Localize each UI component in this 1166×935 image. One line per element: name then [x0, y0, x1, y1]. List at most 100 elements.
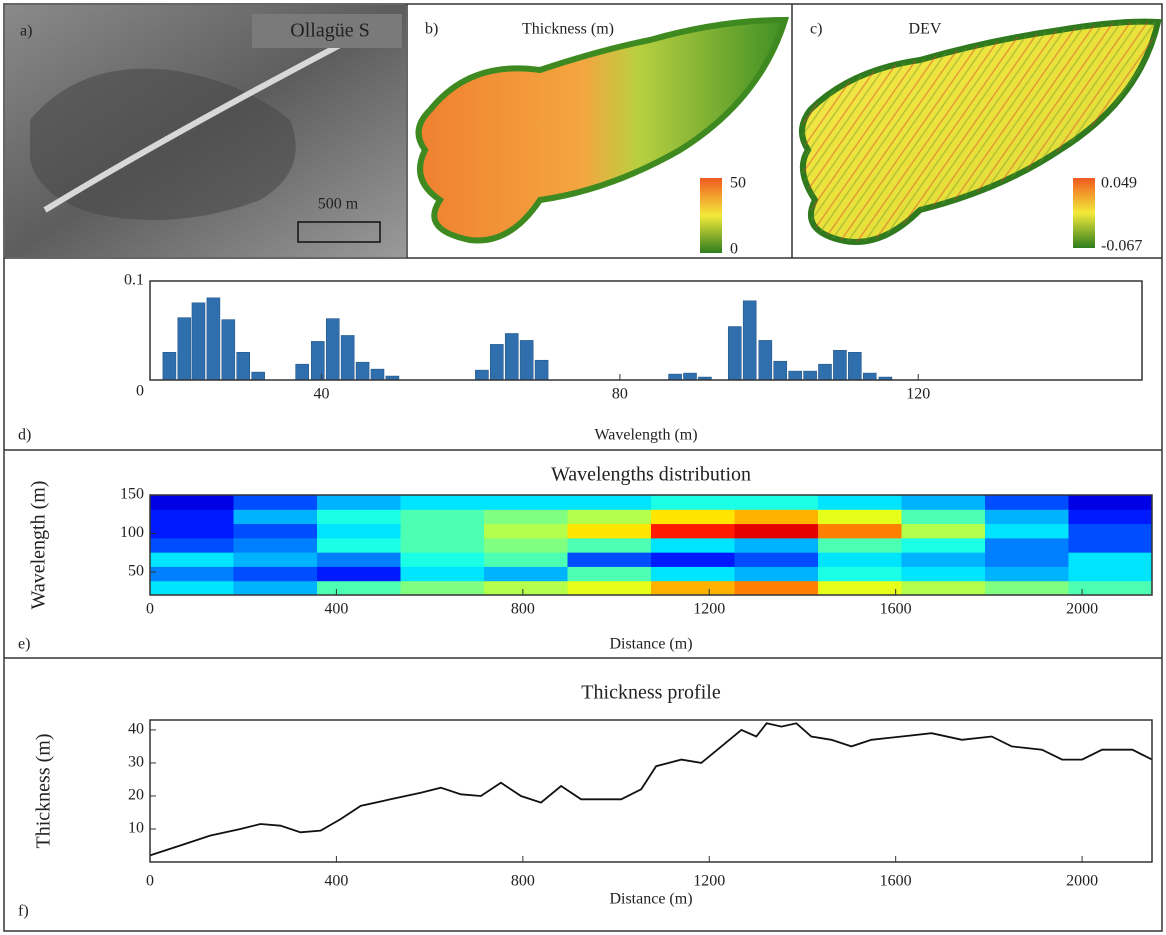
y-tick-label: 20	[128, 787, 144, 804]
x-axis-label: Distance (m)	[609, 636, 692, 653]
heat-cell	[234, 524, 318, 539]
heat-cell	[1069, 524, 1153, 539]
chart-title: Wavelengths distribution	[551, 464, 751, 486]
bar	[848, 352, 861, 380]
heat-cell	[651, 538, 735, 553]
x-tick-label: 800	[511, 873, 535, 890]
heat-cell	[735, 495, 819, 510]
heat-cell	[317, 581, 401, 596]
heat-cell	[818, 509, 902, 524]
heat-cell	[317, 566, 401, 581]
heat-cell	[735, 581, 819, 596]
heat-cell	[818, 552, 902, 567]
heat-cell	[401, 566, 485, 581]
heat-cell	[818, 495, 902, 510]
heat-cell	[902, 538, 986, 553]
heat-cell	[150, 552, 234, 567]
x-tick-label: 40	[314, 386, 330, 403]
heat-cell	[568, 495, 652, 510]
heat-cell	[401, 581, 485, 596]
panel-label: c)	[810, 21, 822, 38]
bar	[490, 344, 503, 380]
heat-cell	[985, 509, 1069, 524]
heat-cell	[150, 566, 234, 581]
x-tick-label: 2000	[1066, 873, 1098, 890]
heat-cell	[1069, 495, 1153, 510]
heat-cell	[568, 552, 652, 567]
bar	[341, 335, 354, 380]
heat-cell	[735, 552, 819, 567]
bar	[505, 333, 518, 380]
heat-cell	[651, 524, 735, 539]
heat-cell	[818, 566, 902, 581]
map-title: DEV	[909, 21, 942, 38]
heat-cell	[484, 538, 568, 553]
heat-cell	[985, 495, 1069, 510]
y-tick-label: 30	[128, 754, 144, 771]
y-tick-label: 50	[128, 563, 144, 580]
panel-label: a)	[20, 23, 32, 40]
heat-cell	[484, 509, 568, 524]
heat-cell	[317, 524, 401, 539]
heat-cell	[484, 566, 568, 581]
colorbar	[1073, 178, 1095, 248]
heat-cell	[484, 581, 568, 596]
y-axis-label: Thickness (m)	[33, 734, 55, 849]
bar	[818, 364, 831, 380]
heat-cell	[985, 566, 1069, 581]
colorbar-tick-label: 50	[730, 175, 746, 192]
heat-cell	[568, 538, 652, 553]
heat-cell	[317, 538, 401, 553]
bar	[311, 341, 324, 380]
heat-cell	[651, 566, 735, 581]
heat-cell	[234, 509, 318, 524]
heat-cell	[234, 581, 318, 596]
heat-cell	[735, 509, 819, 524]
panel-label: f)	[18, 903, 29, 920]
y-tick-label: 100	[120, 524, 144, 541]
panel-label: d)	[18, 427, 31, 444]
bar	[863, 373, 876, 380]
heat-cell	[401, 495, 485, 510]
heat-cell	[234, 495, 318, 510]
y-tick-label: 10	[128, 820, 144, 837]
heat-cell	[985, 581, 1069, 596]
bar	[296, 364, 309, 380]
thickness-map	[419, 20, 785, 241]
bar	[669, 374, 682, 380]
heat-cell	[484, 495, 568, 510]
scale-label: 500 m	[318, 196, 359, 213]
heat-cell	[234, 566, 318, 581]
heat-cell	[902, 509, 986, 524]
y-axis-label: Wavelength (m)	[28, 481, 50, 610]
bar	[475, 370, 488, 380]
y-tick-label: 0.1	[124, 272, 144, 289]
chart-title: Thickness profile	[581, 682, 721, 704]
bar	[774, 361, 787, 380]
heat-cell	[1069, 538, 1153, 553]
dev-texture	[802, 22, 1158, 242]
heat-cell	[568, 566, 652, 581]
heat-cell	[401, 538, 485, 553]
x-tick-label: 400	[324, 601, 348, 618]
panel-label: e)	[18, 636, 30, 653]
heat-cell	[735, 538, 819, 553]
heat-cell	[1069, 509, 1153, 524]
x-tick-label: 120	[906, 386, 930, 403]
x-tick-label: 1600	[880, 873, 912, 890]
x-tick-label: 1200	[693, 873, 725, 890]
heat-cell	[150, 581, 234, 596]
bar	[789, 371, 802, 380]
x-axis-label: Distance (m)	[609, 891, 692, 908]
heat-cell	[651, 509, 735, 524]
heat-cell	[1069, 552, 1153, 567]
bar	[178, 318, 191, 380]
heat-cell	[1069, 581, 1153, 596]
x-tick-label: 800	[511, 601, 535, 618]
bar	[804, 371, 817, 380]
map-title: Thickness (m)	[522, 21, 614, 38]
heat-cell	[651, 581, 735, 596]
heat-cell	[902, 581, 986, 596]
x-tick-label: 0	[146, 873, 154, 890]
bar	[222, 320, 235, 380]
